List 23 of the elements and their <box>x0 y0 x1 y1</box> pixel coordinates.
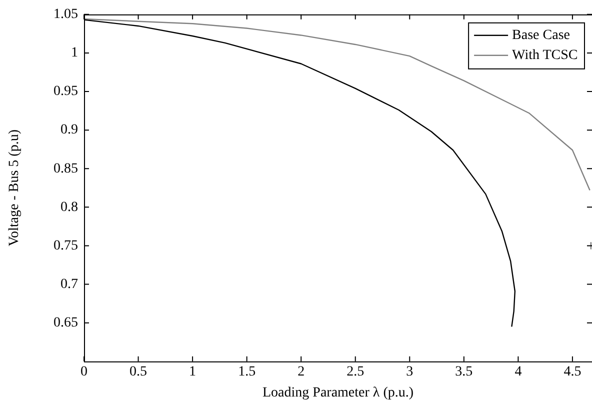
x-tick-label: 2.5 <box>346 364 364 380</box>
y-tick-label: 0.85 <box>54 161 78 176</box>
y-tick-label: 0.9 <box>60 122 78 138</box>
y-tick-label: 0.95 <box>54 84 78 100</box>
x-tick-label: 4 <box>514 364 522 380</box>
x-tick-label: 2 <box>298 364 305 380</box>
y-tick-label: 0.65 <box>54 316 78 331</box>
x-tick-label: 3.5 <box>455 364 473 380</box>
y-tick-label: 0.7 <box>60 276 78 292</box>
y-tick-label: 0.75 <box>54 238 78 254</box>
legend-label: Base Case <box>512 28 570 44</box>
x-tick-label: 1.5 <box>238 364 256 380</box>
y-axis-title: Voltage - Bus 5 (p.u) <box>7 129 22 246</box>
y-tick-label: 1 <box>71 46 78 61</box>
x-tick-label: 3 <box>406 364 414 380</box>
x-tick-label: 0.5 <box>130 364 148 380</box>
x-tick-label: 0 <box>80 364 88 380</box>
x-axis-title: Loading Parameter λ (p.u.) <box>262 385 414 400</box>
legend-label: With TCSC <box>512 48 578 64</box>
x-tick-label: 4.5 <box>564 364 582 380</box>
y-tick-label: 1.05 <box>54 7 78 22</box>
y-tick-label: 0.8 <box>60 200 78 215</box>
x-tick-label: 1 <box>189 364 196 380</box>
